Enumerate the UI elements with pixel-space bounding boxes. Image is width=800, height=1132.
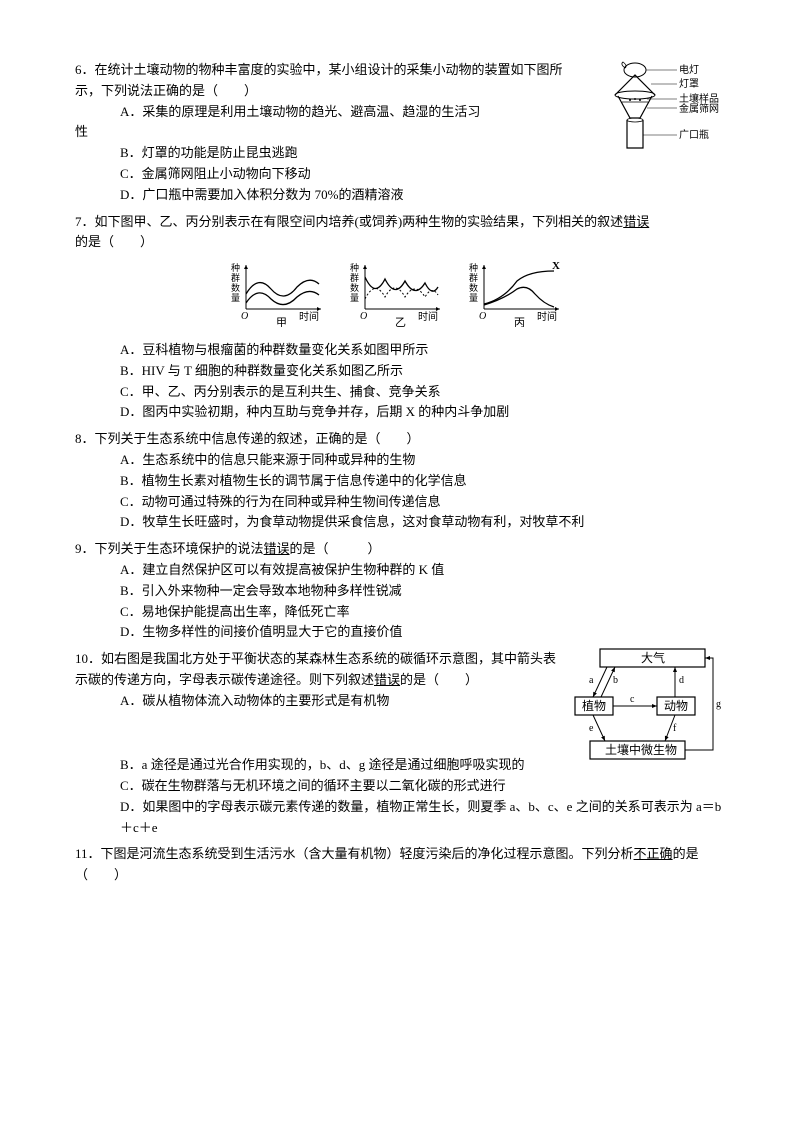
q10-option-c: C．碳在生物群落与无机环境之间的循环主要以二氧化碳的形式进行 [75, 776, 725, 797]
q8-option-b: B．植物生长素对植物生长的调节属于信息传递中的化学信息 [75, 471, 725, 492]
svg-text:灯罩: 灯罩 [679, 78, 699, 90]
q6-number: 6． [75, 62, 95, 77]
q7-stem-2: 的是（ ） [75, 234, 153, 249]
q8-stem: 下列关于生态系统中信息传递的叙述，正确的是（ ） [95, 431, 420, 446]
q9-option-b: B．引入外来物种一定会导致本地物种多样性锐减 [75, 581, 725, 602]
q6-option-d: D．广口瓶中需要加入体积分数为 70%的酒精溶液 [75, 185, 725, 206]
svg-text:广口瓶: 广口瓶 [679, 128, 709, 141]
svg-text:O: O [241, 311, 248, 322]
svg-text:时间: 时间 [418, 310, 438, 323]
svg-text:时间: 时间 [537, 310, 557, 323]
svg-text:f: f [673, 723, 677, 734]
svg-text:大气: 大气 [641, 650, 665, 665]
question-7: 7．如下图甲、乙、丙分别表示在有限空间内培养(或饲养)两种生物的实验结果，下列相… [75, 212, 725, 424]
svg-text:a: a [589, 675, 594, 686]
q7-option-b: B．HIV 与 T 细胞的种群数量变化关系如图乙所示 [75, 361, 725, 382]
svg-text:乙: 乙 [395, 316, 406, 327]
q11-stem-1: 下图是河流生态系统受到生活污水（含大量有机物）轻度污染后的净化过程示意图。下列分… [101, 846, 634, 861]
svg-text:电灯: 电灯 [679, 63, 699, 76]
q7-number: 7． [75, 214, 95, 229]
svg-text:O: O [360, 311, 367, 322]
svg-text:植物: 植物 [582, 698, 606, 713]
svg-text:时间: 时间 [299, 310, 319, 323]
question-8: 8．下列关于生态系统中信息传递的叙述，正确的是（ ） A．生态系统中的信息只能来… [75, 429, 725, 533]
svg-text:种群数量: 种群数量 [350, 262, 359, 303]
question-6: 电灯 灯罩 土壤样品 金属筛网 广口瓶 6．在统计土壤动物的物种丰富度的实验中，… [75, 60, 725, 206]
q9-stem-1: 下列关于生态环境保护的说法 [95, 541, 264, 556]
graph-jia: 种群数量 O 时间 甲 [231, 259, 331, 334]
svg-text:种群数量: 种群数量 [469, 262, 478, 303]
q9-option-c: C．易地保护能提高出生率，降低死亡率 [75, 602, 725, 623]
q9-stem-2: 的是（ ） [290, 541, 381, 556]
svg-text:甲: 甲 [276, 317, 287, 327]
q7-error-word: 错误 [623, 214, 649, 229]
ylabel: 种群数量 [231, 262, 240, 303]
q7-option-d: D．图丙中实验初期，种内互助与竞争并存，后期 X 的种内斗争加剧 [75, 402, 725, 423]
svg-text:X: X [552, 260, 560, 272]
q10-number: 10． [75, 651, 101, 666]
question-10: 大气 植物 动物 土壤中微生物 a b c d e f g [75, 649, 725, 838]
svg-text:c: c [630, 694, 635, 705]
q6-option-c: C．金属筛网阻止小动物向下移动 [75, 164, 725, 185]
q8-option-d: D．牧草生长旺盛时，为食草动物提供采食信息，这对食草动物有利，对牧草不利 [75, 512, 725, 533]
svg-text:g: g [716, 699, 721, 710]
carbon-cycle-diagram: 大气 植物 动物 土壤中微生物 a b c d e f g [565, 645, 725, 755]
q11-error-word: 不正确 [634, 846, 673, 861]
svg-text:动物: 动物 [664, 699, 688, 713]
q8-option-a: A．生态系统中的信息只能来源于同种或异种的生物 [75, 450, 725, 471]
svg-text:土壤中微生物: 土壤中微生物 [605, 742, 677, 757]
q10-error-word: 错误 [374, 672, 400, 687]
graph-bing: X 种群数量 O 时间 丙 [469, 259, 569, 334]
q7-graphs: 种群数量 O 时间 甲 种群数量 O 时间 乙 [75, 259, 725, 334]
svg-text:金属筛网: 金属筛网 [679, 102, 719, 115]
svg-text:e: e [589, 723, 594, 734]
q9-error-word: 错误 [264, 541, 290, 556]
q7-stem-1: 如下图甲、乙、丙分别表示在有限空间内培养(或饲养)两种生物的实验结果，下列相关的… [95, 214, 624, 229]
q9-option-d: D．生物多样性的间接价值明显大于它的直接价值 [75, 622, 725, 643]
q10-option-d: D．如果图中的字母表示碳元素传递的数量，植物正常生长，则夏季 a、b、c、e 之… [75, 797, 725, 839]
svg-text:丙: 丙 [514, 317, 525, 327]
question-11: 11．下图是河流生态系统受到生活污水（含大量有机物）轻度污染后的净化过程示意图。… [75, 844, 725, 886]
q8-option-c: C．动物可通过特殊的行为在同种或异种生物间传递信息 [75, 492, 725, 513]
graph-yi: 种群数量 O 时间 乙 [350, 259, 450, 334]
q7-option-c: C．甲、乙、丙分别表示的是互利共生、捕食、竞争关系 [75, 382, 725, 403]
svg-text:b: b [613, 675, 618, 686]
q6-stem: 在统计土壤动物的物种丰富度的实验中，某小组设计的采集小动物的装置如下图所示，下列… [75, 62, 563, 98]
q8-number: 8． [75, 431, 95, 446]
q9-number: 9． [75, 541, 95, 556]
q10-stem-tail: 的是（ ） [400, 672, 478, 687]
q9-option-a: A．建立自然保护区可以有效提高被保护生物种群的 K 值 [75, 560, 725, 581]
svg-text:O: O [479, 311, 486, 322]
collection-device-diagram: 电灯 灯罩 土壤样品 金属筛网 广口瓶 [595, 60, 725, 145]
question-9: 9．下列关于生态环境保护的说法错误的是（ ） A．建立自然保护区可以有效提高被保… [75, 539, 725, 643]
q10-stem: 如右图是我国北方处于平衡状态的某森林生态系统的碳循环示意图，其中箭头表示碳的传递… [75, 651, 556, 687]
q11-number: 11． [75, 846, 101, 861]
q7-option-a: A．豆科植物与根瘤菌的种群数量变化关系如图甲所示 [75, 340, 725, 361]
svg-text:d: d [679, 675, 684, 686]
